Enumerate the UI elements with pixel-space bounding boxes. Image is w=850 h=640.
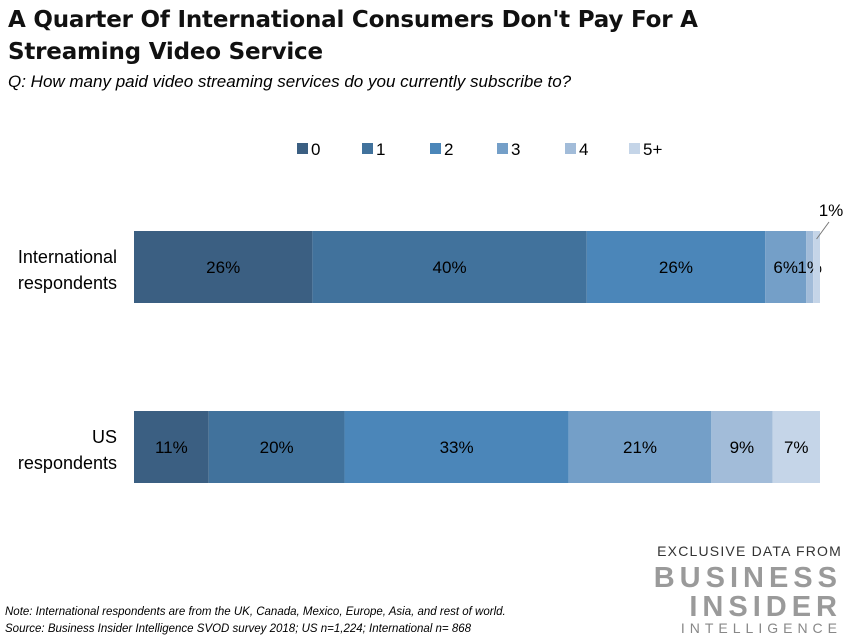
brand-tagline: EXCLUSIVE DATA FROM xyxy=(657,543,842,559)
legend-label: 5+ xyxy=(643,140,662,159)
bar-value-label: 1% xyxy=(819,201,844,220)
bar-segment xyxy=(134,231,313,303)
brand-intelligence: INTELLIGENCE xyxy=(680,620,842,636)
category-label: US xyxy=(92,427,117,447)
bar-value-label: 40% xyxy=(433,258,467,277)
callout-line xyxy=(816,221,830,240)
chart-source: Source: Business Insider Intelligence SV… xyxy=(5,623,472,635)
chart-title: A Quarter Of International Consumers Don… xyxy=(8,7,698,65)
category-label: respondents xyxy=(18,453,117,473)
bar-segment xyxy=(312,231,587,303)
bar-value-label: 33% xyxy=(440,438,474,457)
chart-subtitle: Q: How many paid video streaming service… xyxy=(8,72,572,91)
brand-business: BUSINESS xyxy=(653,562,842,594)
bar-value-label: 21% xyxy=(623,438,657,457)
bar-segment xyxy=(765,231,807,303)
bar-segment xyxy=(208,411,345,483)
bar-value-label: 26% xyxy=(206,258,240,277)
legend-swatch xyxy=(297,143,308,154)
legend-swatch xyxy=(629,143,640,154)
category-label: respondents xyxy=(18,273,117,293)
legend-swatch xyxy=(430,143,441,154)
legend-swatch xyxy=(362,143,373,154)
bar-value-label: 6% xyxy=(773,258,798,277)
bar-value-label: 7% xyxy=(784,438,809,457)
legend-label: 0 xyxy=(311,140,320,159)
legend-label: 4 xyxy=(579,140,588,159)
bar-segment xyxy=(806,231,814,303)
bar-segment xyxy=(772,411,820,483)
chart-note: Note: International respondents are from… xyxy=(5,606,506,618)
legend-label: 2 xyxy=(444,140,453,159)
brand-insider: INSIDER xyxy=(689,591,842,623)
stacked-bar-chart: 0 1 2 3 4 5+ International respondents 26% 40% 26%… xyxy=(18,140,844,483)
bar-segment xyxy=(586,231,766,303)
bar-value-label: 11% xyxy=(155,438,188,457)
bar-segment xyxy=(813,231,820,303)
legend-label: 3 xyxy=(511,140,520,159)
bar-value-label: 20% xyxy=(260,438,294,457)
bar-segment xyxy=(134,411,209,483)
legend-swatch xyxy=(497,143,508,154)
category-label: International xyxy=(18,247,117,267)
legend-swatch xyxy=(565,143,576,154)
legend-label: 1 xyxy=(376,140,385,159)
bar-segment xyxy=(344,411,569,483)
bar-segment xyxy=(711,411,773,483)
bar-value-label: 9% xyxy=(730,438,755,457)
bar-value-label: 26% xyxy=(659,258,693,277)
bar-segment xyxy=(568,411,712,483)
